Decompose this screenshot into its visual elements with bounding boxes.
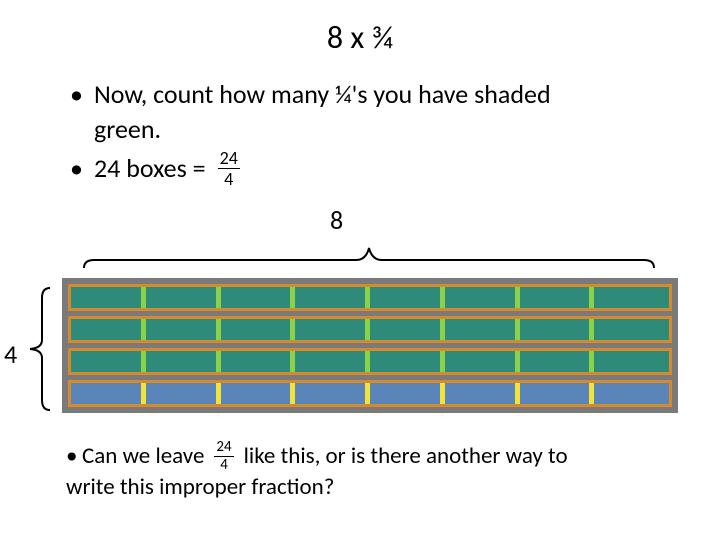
grid-row	[68, 316, 672, 343]
grid-cell	[445, 287, 520, 308]
grid-cell	[146, 287, 221, 308]
grid-cell	[295, 319, 370, 340]
grid-cell	[520, 319, 595, 340]
grid-cell	[146, 351, 221, 372]
fraction-numerator: 24	[218, 149, 240, 169]
grid-row	[68, 380, 672, 407]
grid-cell	[221, 287, 296, 308]
bullet-dot-icon: •	[70, 153, 94, 184]
grid-cell	[594, 351, 669, 372]
rows-label: 4	[4, 338, 17, 370]
grid-cell	[445, 383, 520, 404]
grid-cell	[370, 319, 445, 340]
grid-cell	[520, 383, 595, 404]
bullet-1: • Now, count how many ¼'s you have shade…	[70, 79, 720, 110]
brace-left-icon	[26, 284, 52, 414]
grid-cell	[594, 383, 669, 404]
bullet-1-cont: green.	[70, 114, 720, 145]
fraction-24-4-b: 24 4	[214, 440, 233, 473]
grid-cell	[295, 287, 370, 308]
grid-cell	[520, 351, 595, 372]
fraction-denominator: 4	[224, 169, 233, 188]
bullet-dot-icon: •	[70, 79, 94, 110]
grid-cell	[445, 351, 520, 372]
grid-cell	[445, 319, 520, 340]
grid-cell	[370, 287, 445, 308]
grid-cell	[221, 383, 296, 404]
bullet-2-text: 24 boxes =	[94, 153, 206, 184]
bullet-1-text: Now, count how many ¼'s you have shaded	[94, 79, 551, 110]
bottom-pre: Can we leave	[82, 442, 204, 471]
grid-cell	[221, 319, 296, 340]
grid-rows	[68, 284, 672, 407]
grid-cell	[71, 383, 146, 404]
grid-cell	[520, 287, 595, 308]
page-title: 8 x ¾	[0, 0, 720, 57]
brace-top-icon	[80, 246, 658, 270]
grid-row	[68, 348, 672, 375]
bullet-2: • 24 boxes = 24 4	[70, 149, 720, 188]
grid-cell	[594, 319, 669, 340]
grid-row	[68, 284, 672, 311]
columns-label: 8	[330, 204, 343, 236]
bullet-list: • Now, count how many ¼'s you have shade…	[70, 79, 720, 188]
grid-cell	[370, 351, 445, 372]
fraction-24-4: 24 4	[218, 149, 240, 188]
fraction-grid	[62, 278, 678, 413]
bottom-question: • Can we leave 24 4 like this, or is the…	[66, 440, 666, 502]
grid-cell	[71, 319, 146, 340]
bottom-post2: write this improper fraction?	[66, 473, 666, 502]
bottom-post1: like this, or is there another way to	[244, 442, 568, 471]
bullet-dot-icon: •	[66, 442, 82, 471]
grid-cell	[71, 351, 146, 372]
grid-cell	[594, 287, 669, 308]
fraction-denominator: 4	[220, 457, 228, 473]
grid-cell	[71, 287, 146, 308]
grid-cell	[146, 319, 221, 340]
grid-cell	[370, 383, 445, 404]
grid-cell	[295, 351, 370, 372]
grid-cell	[221, 351, 296, 372]
bullet-1b-text: green.	[94, 114, 161, 145]
grid-cell	[295, 383, 370, 404]
grid-cell	[146, 383, 221, 404]
fraction-numerator: 24	[214, 440, 233, 457]
